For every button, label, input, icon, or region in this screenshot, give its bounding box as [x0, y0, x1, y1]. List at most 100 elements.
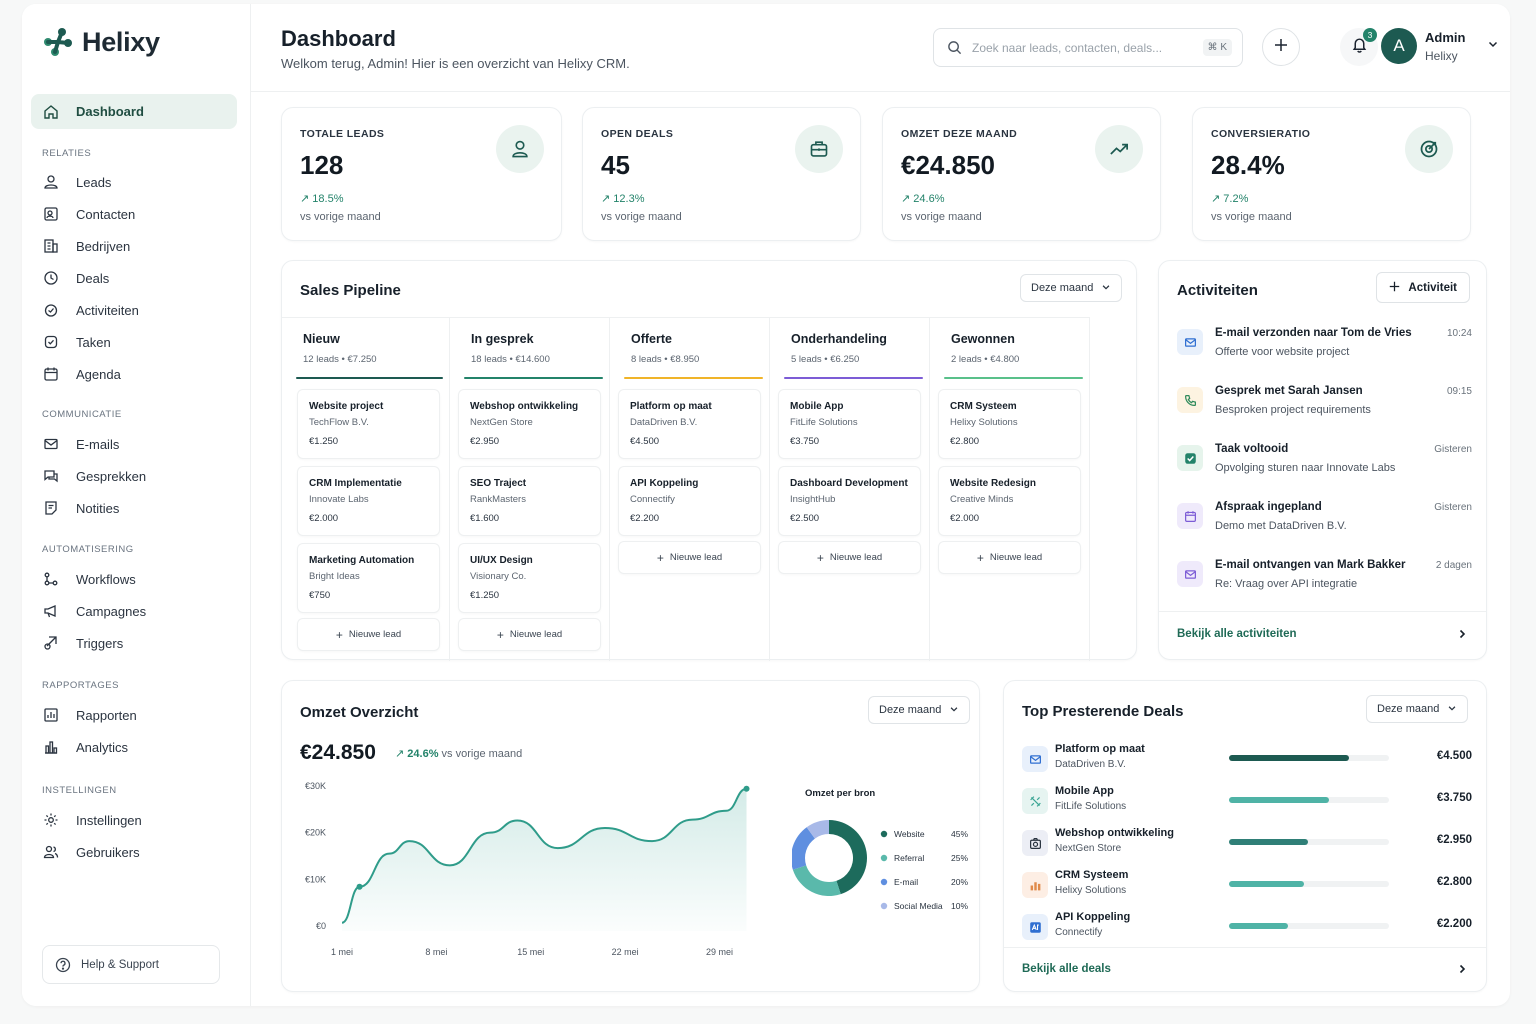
new-lead-button[interactable]: + Nieuwe lead	[778, 541, 921, 574]
workflow-icon	[43, 571, 59, 587]
deal-icon	[43, 270, 59, 286]
column-header: Gewonnen 2 leads • €4.800	[930, 317, 1089, 379]
x-tick-label: 29 mei	[706, 947, 733, 957]
deal-card[interactable]: CRM Systeem Helixy Solutions €2.800	[938, 389, 1081, 459]
activity-item[interactable]: Gesprek met Sarah Jansen Besproken projec…	[1177, 385, 1472, 429]
deal-card[interactable]: Webshop ontwikkeling NextGen Store €2.950	[458, 389, 601, 459]
search-input[interactable]	[972, 40, 1182, 55]
pipeline-period-dropdown[interactable]: Deze maand	[1020, 274, 1123, 302]
sidebar-item-analytics[interactable]: Analytics	[31, 732, 237, 762]
top-deal-row[interactable]: Webshop ontwikkeling NextGen Store €2.950	[1022, 827, 1472, 863]
deal-company: InsightHub	[790, 494, 836, 505]
deal-company: Connectify	[630, 494, 675, 505]
data-point[interactable]	[356, 883, 363, 890]
sidebar-item-label: Deals	[76, 270, 110, 286]
view-all-activities-link[interactable]: Bekijk alle activiteiten	[1159, 611, 1486, 659]
new-lead-button[interactable]: + Nieuwe lead	[458, 618, 601, 651]
column-color-bar	[296, 377, 443, 379]
new-lead-button[interactable]: + Nieuwe lead	[938, 541, 1081, 574]
plus-icon: +	[976, 550, 984, 565]
deal-card[interactable]: SEO Traject RankMasters €1.600	[458, 466, 601, 536]
donut-slice-social-media[interactable]	[806, 820, 829, 839]
sidebar-item-dashboard[interactable]: Dashboard	[31, 94, 237, 129]
sidebar-section-communicatie: COMMUNICATIE	[42, 409, 122, 420]
sidebar-item-taken[interactable]: Taken	[31, 327, 237, 357]
new-lead-label: Nieuwe lead	[989, 552, 1043, 563]
sidebar-item-gesprekken[interactable]: Gesprekken	[31, 461, 237, 491]
target-icon	[1405, 125, 1453, 173]
sidebar-item-label: Analytics	[76, 739, 129, 755]
search-box[interactable]: ⌘ K	[933, 28, 1243, 67]
y-tick-label: €0	[316, 921, 326, 931]
donut-title: Omzet per bron	[805, 788, 876, 799]
activity-time: 2 dagen	[1435, 560, 1472, 571]
user-org: Helixy	[1425, 49, 1458, 63]
chevron-down-icon[interactable]	[1487, 38, 1499, 50]
top-deal-row[interactable]: Mobile App FitLife Solutions €3.750	[1022, 785, 1472, 821]
deal-card[interactable]: Mobile App FitLife Solutions €3.750	[778, 389, 921, 459]
new-lead-button[interactable]: + Nieuwe lead	[618, 541, 761, 574]
sidebar-item-triggers[interactable]: Triggers	[31, 628, 237, 658]
sidebar-item-e-mails[interactable]: E-mails	[31, 429, 237, 459]
deal-company: Helixy Solutions	[1055, 885, 1127, 896]
column-meta: 5 leads • €6.250	[791, 354, 860, 365]
top-deal-row[interactable]: API Koppeling Connectify €2.200	[1022, 911, 1472, 947]
sales-pipeline-card: Sales Pipeline Deze maand Nieuw 12 leads …	[281, 260, 1137, 661]
deal-card[interactable]: Marketing Automation Bright Ideas €750	[297, 543, 440, 613]
sidebar-item-campagnes[interactable]: Campagnes	[31, 596, 237, 626]
avatar[interactable]: A	[1381, 28, 1417, 64]
search-icon	[947, 40, 962, 55]
top-deals-period-dropdown[interactable]: Deze maand	[1366, 695, 1469, 723]
deal-progress-track	[1229, 839, 1389, 845]
deal-card[interactable]: Website project TechFlow B.V. €1.250	[297, 389, 440, 459]
add-button[interactable]	[1262, 28, 1300, 66]
donut-slice-referral[interactable]	[792, 865, 841, 896]
sidebar-item-leads[interactable]: Leads	[31, 167, 237, 197]
sidebar-item-deals[interactable]: Deals	[31, 263, 237, 293]
activity-item[interactable]: E-mail ontvangen van Mark Bakker Re: Vraa…	[1177, 559, 1472, 603]
donut-slice-e-mail[interactable]	[792, 827, 815, 870]
sidebar-item-workflows[interactable]: Workflows	[31, 564, 237, 594]
chat-icon	[43, 468, 59, 484]
deal-card[interactable]: Platform op maat DataDriven B.V. €4.500	[618, 389, 761, 459]
deal-amount: €750	[309, 590, 331, 601]
activity-item[interactable]: Taak voltooid Opvolging sturen naar Innov…	[1177, 443, 1472, 487]
sidebar-item-instellingen[interactable]: Instellingen	[31, 805, 237, 835]
deal-amount: €1.250	[309, 436, 339, 447]
deal-card[interactable]: UI/UX Design Visionary Co. €1.250	[458, 543, 601, 613]
help-support-button[interactable]: Help & Support	[42, 945, 220, 984]
deal-card[interactable]: Website Redesign Creative Minds €2.000	[938, 466, 1081, 536]
donut-slice-website[interactable]	[829, 820, 867, 895]
view-all-deals-link[interactable]: Bekijk alle deals	[1004, 947, 1486, 991]
deal-card[interactable]: API Koppeling Connectify €2.200	[618, 466, 761, 536]
sidebar-item-gebruikers[interactable]: Gebruikers	[31, 837, 237, 867]
sidebar-item-bedrijven[interactable]: Bedrijven	[31, 231, 237, 261]
top-deal-row[interactable]: Platform op maat DataDriven B.V. €4.500	[1022, 743, 1472, 779]
revenue-period-dropdown[interactable]: Deze maand	[868, 696, 971, 724]
deal-amount: €2.800	[950, 436, 980, 447]
deal-amount: €3.750	[1436, 792, 1472, 804]
deal-title: CRM Implementatie	[309, 478, 402, 489]
deal-card[interactable]: CRM Implementatie Innovate Labs €2.000	[297, 466, 440, 536]
data-point[interactable]	[743, 785, 750, 792]
deal-title: Marketing Automation	[309, 555, 415, 566]
logo[interactable]: Helixy	[42, 26, 160, 58]
sidebar-item-notities[interactable]: Notities	[31, 493, 237, 523]
sidebar-item-contacten[interactable]: Contacten	[31, 199, 237, 229]
pipeline-column-offerte: Offerte 8 leads • €8.950 Platform op maat D…	[610, 317, 770, 661]
deal-card[interactable]: Dashboard Development InsightHub €2.500	[778, 466, 921, 536]
sidebar-item-rapporten[interactable]: Rapporten	[31, 700, 237, 730]
activity-item[interactable]: Afspraak ingepland Demo met DataDriven B.…	[1177, 501, 1472, 545]
revenue-total: €24.850	[300, 741, 376, 764]
app-name: Helixy	[82, 26, 160, 57]
deal-amount: €2.200	[630, 513, 660, 524]
top-deal-row[interactable]: CRM Systeem Helixy Solutions €2.800	[1022, 869, 1472, 905]
new-lead-button[interactable]: + Nieuwe lead	[297, 618, 440, 651]
sidebar-item-activiteiten[interactable]: Activiteiten	[31, 295, 237, 325]
user-name[interactable]: Admin	[1425, 30, 1466, 45]
legend-label: Website	[894, 829, 925, 839]
sidebar-item-agenda[interactable]: Agenda	[31, 359, 237, 389]
kpi-value: €24.850	[901, 150, 995, 180]
activity-item[interactable]: E-mail verzonden naar Tom de Vries Offert…	[1177, 327, 1472, 371]
add-activity-button[interactable]: Activiteit	[1376, 272, 1470, 303]
